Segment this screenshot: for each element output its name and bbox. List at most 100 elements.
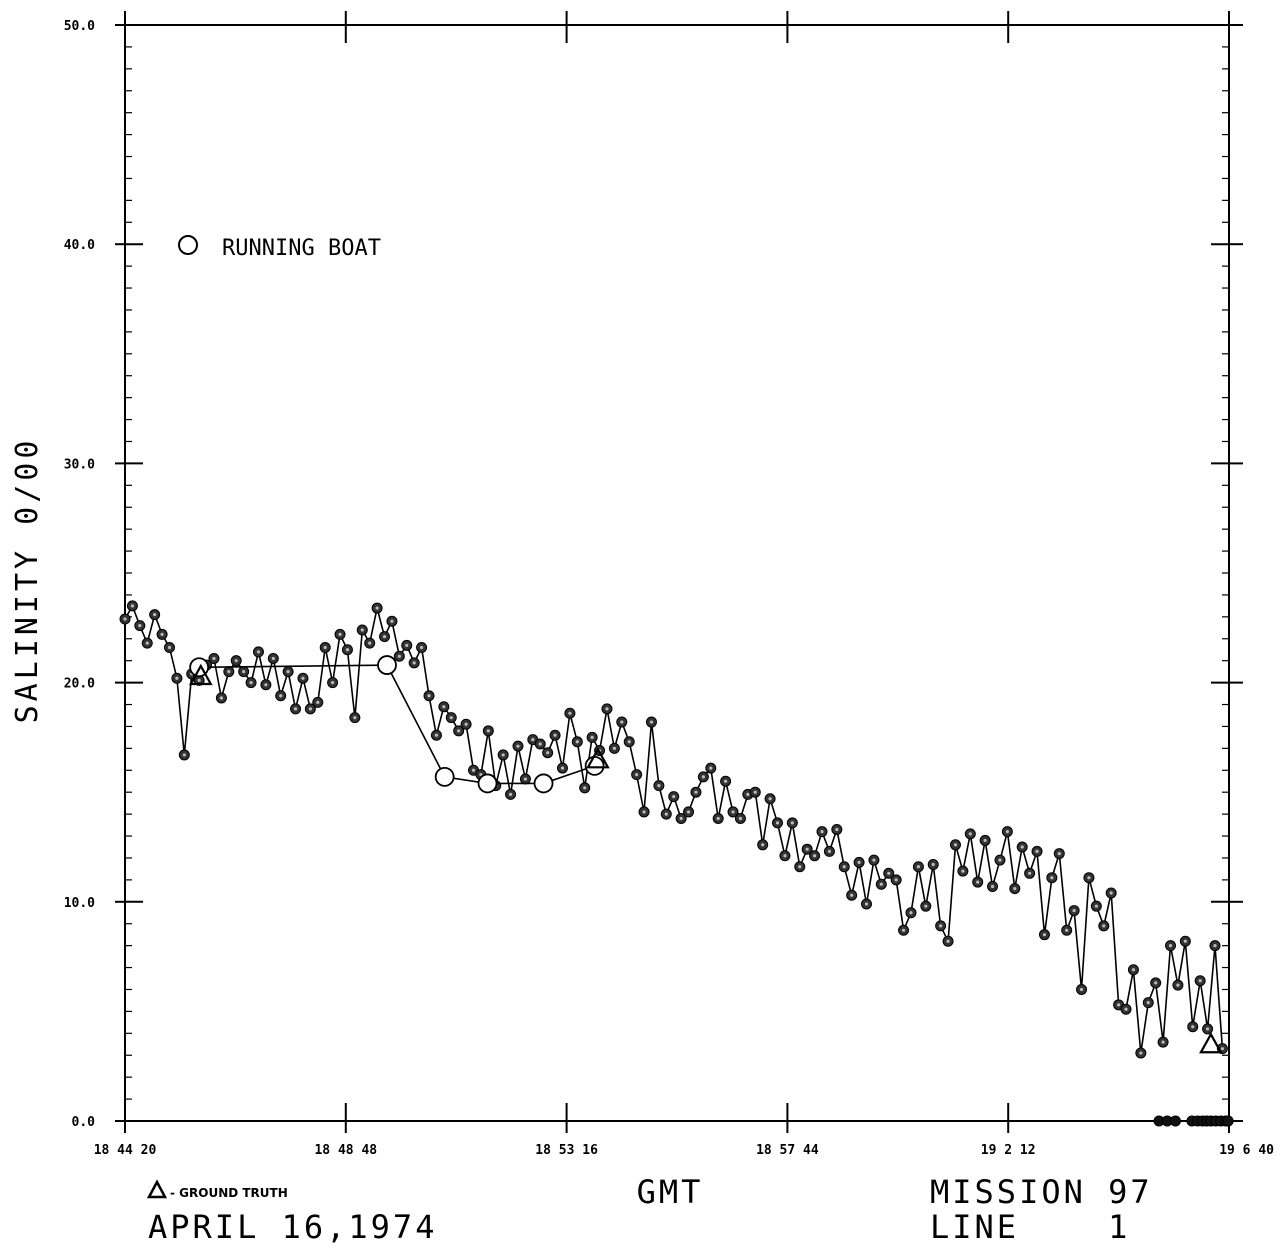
remote-data-point: [543, 748, 553, 758]
y-axis-label: SALINITY 0/00: [10, 437, 45, 724]
remote-data-point: [328, 678, 338, 688]
remote-data-point: [461, 719, 471, 729]
remote-data-point: [239, 667, 249, 677]
remote-data-point: [216, 693, 226, 703]
remote-data-point: [684, 807, 694, 817]
remote-data-point: [506, 789, 516, 799]
remote-data-point: [750, 787, 760, 797]
remote-data-point: [928, 860, 938, 870]
remote-data-point: [869, 855, 879, 865]
legend-ground-truth-marker: [149, 1182, 165, 1197]
axis-ticks: 0.0 10.0 20.0 30.0 40.0 50.0 18 44 20 18 48 48 1…: [64, 11, 1274, 1158]
remote-data-point: [587, 732, 597, 742]
remote-data-point: [120, 614, 130, 624]
remote-data-point: [1069, 906, 1079, 916]
running-boat-point: [479, 774, 497, 792]
remote-data-point: [965, 829, 975, 839]
date-label: APRIL 16,1974: [148, 1208, 437, 1246]
remote-data-point: [913, 862, 923, 872]
remote-data-point: [891, 875, 901, 885]
remote-data-point: [172, 673, 182, 683]
remote-data-point: [283, 667, 293, 677]
remote-data-point: [513, 741, 523, 751]
remote-data-point: [936, 921, 946, 931]
remote-data-point: [661, 809, 671, 819]
y-tick-label: 0.0: [72, 1115, 96, 1130]
remote-data-point: [357, 625, 367, 635]
plot-frame: [125, 25, 1229, 1121]
running-boat-point: [535, 774, 553, 792]
remote-data-point: [1099, 921, 1109, 931]
legend-running-boat-marker: [179, 236, 197, 254]
remote-data-point: [758, 840, 768, 850]
remote-data-point: [291, 704, 301, 714]
remote-data-point: [320, 643, 330, 653]
remote-data-point: [906, 908, 916, 918]
remote-data-point: [557, 763, 567, 773]
remote-data-point: [1143, 998, 1153, 1008]
remote-data-point: [617, 717, 627, 727]
remote-data-point: [639, 807, 649, 817]
remote-data-point: [417, 643, 427, 653]
legend-running-boat-label: RUNNING BOAT: [222, 236, 381, 261]
remote-data-point: [787, 818, 797, 828]
remote-data-point: [1180, 936, 1190, 946]
remote-data-point: [1106, 888, 1116, 898]
remote-data-point: [795, 862, 805, 872]
remote-data-point: [1158, 1037, 1168, 1047]
remote-data-point: [1047, 873, 1057, 883]
remote-data-point: [1188, 1022, 1198, 1032]
remote-data-point: [231, 656, 241, 666]
remote-data-point: [424, 691, 434, 701]
remote-data-point: [1121, 1004, 1131, 1014]
remote-data-point: [980, 835, 990, 845]
remote-data-point: [409, 658, 419, 668]
remote-data-point: [832, 824, 842, 834]
remote-data-point: [706, 763, 716, 773]
x-tick-label: 18 53 16: [535, 1143, 598, 1158]
x-tick-label: 18 48 48: [314, 1143, 377, 1158]
remote-data-point: [1210, 941, 1220, 951]
remote-data-point: [261, 680, 271, 690]
remote-data-point: [1010, 884, 1020, 894]
remote-data-point: [810, 851, 820, 861]
x-tick-label: 19 6 40: [1219, 1143, 1274, 1158]
remote-data-point: [1077, 984, 1087, 994]
mission-label: MISSION 97: [930, 1173, 1153, 1211]
remote-data-point: [550, 730, 560, 740]
remote-salinity-series: [120, 601, 1227, 1058]
remote-data-point: [669, 792, 679, 802]
remote-data-point: [268, 653, 278, 663]
remote-data-point: [713, 814, 723, 824]
remote-data-point: [735, 814, 745, 824]
remote-data-point: [602, 704, 612, 714]
remote-data-point: [520, 774, 530, 784]
zero-markers: [1154, 1116, 1233, 1126]
y-tick-label: 20.0: [64, 677, 95, 692]
remote-data-point: [224, 667, 234, 677]
remote-data-point: [698, 772, 708, 782]
remote-data-point: [1039, 930, 1049, 940]
zero-data-point: [1223, 1116, 1233, 1126]
remote-data-point: [246, 678, 256, 688]
remote-data-point: [127, 601, 137, 611]
running-boat-line: [199, 665, 594, 783]
remote-data-point: [847, 890, 857, 900]
remote-data-point: [876, 879, 886, 889]
remote-data-point: [157, 629, 167, 639]
running-boat-point: [378, 656, 396, 674]
remote-data-point: [387, 616, 397, 626]
x-tick-label: 18 57 44: [756, 1143, 819, 1158]
y-tick-label: 30.0: [64, 457, 95, 472]
remote-data-point: [402, 640, 412, 650]
remote-data-point: [350, 713, 360, 723]
remote-data-point: [209, 653, 219, 663]
remote-data-point: [624, 737, 634, 747]
zero-data-point: [1170, 1116, 1180, 1126]
remote-data-point: [1128, 965, 1138, 975]
remote-data-point: [765, 794, 775, 804]
remote-data-point: [565, 708, 575, 718]
remote-data-point: [1084, 873, 1094, 883]
x-axis-label: GMT: [637, 1173, 704, 1211]
remote-data-point: [498, 750, 508, 760]
